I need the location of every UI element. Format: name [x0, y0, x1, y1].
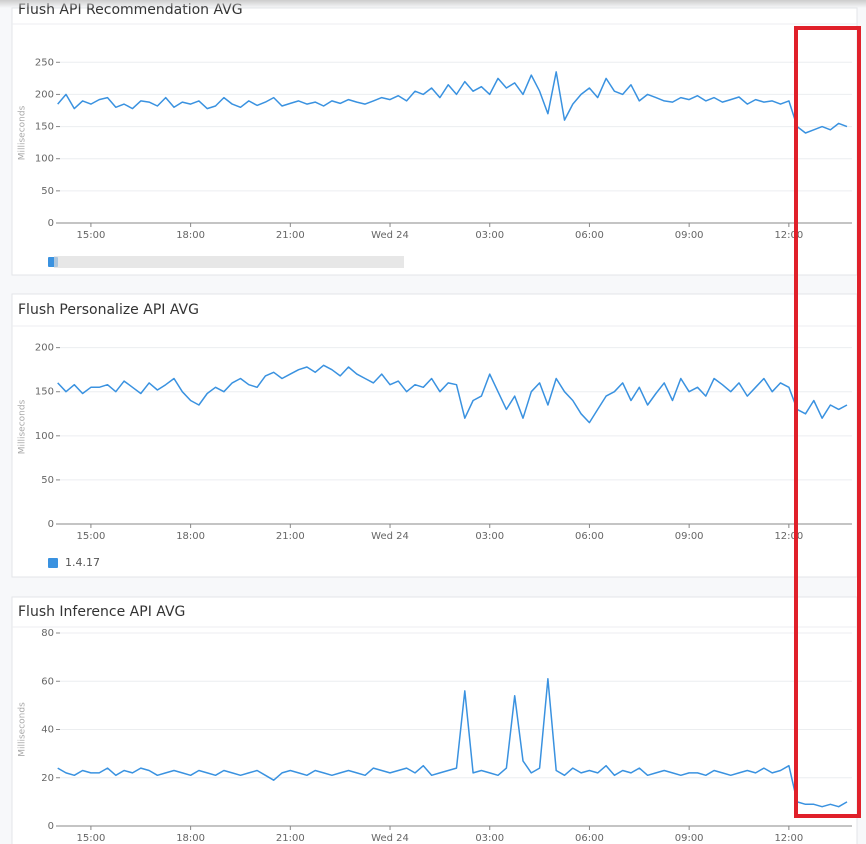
x-tick-label: 18:00 [176, 230, 205, 241]
x-tick-label: 12:00 [774, 531, 803, 542]
x-tick-label: 15:00 [76, 833, 105, 844]
x-tick-label: Wed 24 [371, 230, 409, 241]
y-tick-label: 50 [41, 186, 54, 197]
x-tick-label: 15:00 [76, 531, 105, 542]
x-tick-label: 06:00 [575, 230, 604, 241]
y-tick-label: 100 [35, 154, 54, 165]
x-tick-label: 06:00 [575, 531, 604, 542]
x-tick-label: Wed 24 [371, 531, 409, 542]
y-tick-label: 0 [48, 821, 54, 832]
legend-label: 1.4.17 [65, 556, 100, 569]
series-line [57, 71, 848, 134]
y-tick-label: 150 [35, 387, 54, 398]
y-tick-label: 50 [41, 475, 54, 486]
x-tick-label: 15:00 [76, 230, 105, 241]
y-axis-label: Milliseconds [18, 399, 28, 454]
x-tick-label: 09:00 [675, 833, 704, 844]
y-tick-label: 200 [35, 343, 54, 354]
x-tick-label: 03:00 [475, 531, 504, 542]
x-tick-label: 21:00 [276, 833, 305, 844]
x-tick-label: 12:00 [774, 833, 803, 844]
y-tick-label: 150 [35, 122, 54, 133]
x-tick-label: 12:00 [774, 230, 803, 241]
x-tick-label: Wed 24 [371, 833, 409, 844]
blurred-legend-text [54, 256, 404, 268]
y-tick-label: 40 [41, 725, 54, 736]
x-tick-label: 18:00 [176, 531, 205, 542]
y-tick-label: 0 [48, 218, 54, 229]
x-tick-label: 09:00 [675, 531, 704, 542]
y-tick-label: 0 [48, 519, 54, 530]
series-line [57, 364, 848, 424]
chart-title: Flush Personalize API AVG [18, 302, 199, 318]
x-tick-label: 18:00 [176, 833, 205, 844]
card [11, 7, 858, 276]
y-tick-label: 100 [35, 431, 54, 442]
card [11, 596, 858, 844]
y-tick-label: 60 [41, 676, 54, 687]
x-tick-label: 09:00 [675, 230, 704, 241]
y-tick-label: 20 [41, 773, 54, 784]
legend-swatch [48, 558, 58, 568]
x-tick-label: 21:00 [276, 230, 305, 241]
y-tick-label: 200 [35, 89, 54, 100]
y-axis-label: Milliseconds [18, 702, 28, 757]
x-tick-label: 03:00 [475, 230, 504, 241]
y-tick-label: 80 [41, 628, 54, 639]
y-tick-label: 250 [35, 57, 54, 68]
x-tick-label: 06:00 [575, 833, 604, 844]
chart-title: Flush Inference API AVG [18, 604, 185, 620]
top-shadow [0, 0, 866, 8]
x-tick-label: 03:00 [475, 833, 504, 844]
series-line [57, 678, 848, 808]
x-tick-label: 21:00 [276, 531, 305, 542]
y-axis-label: Milliseconds [18, 105, 28, 160]
highlight-box [794, 26, 861, 818]
